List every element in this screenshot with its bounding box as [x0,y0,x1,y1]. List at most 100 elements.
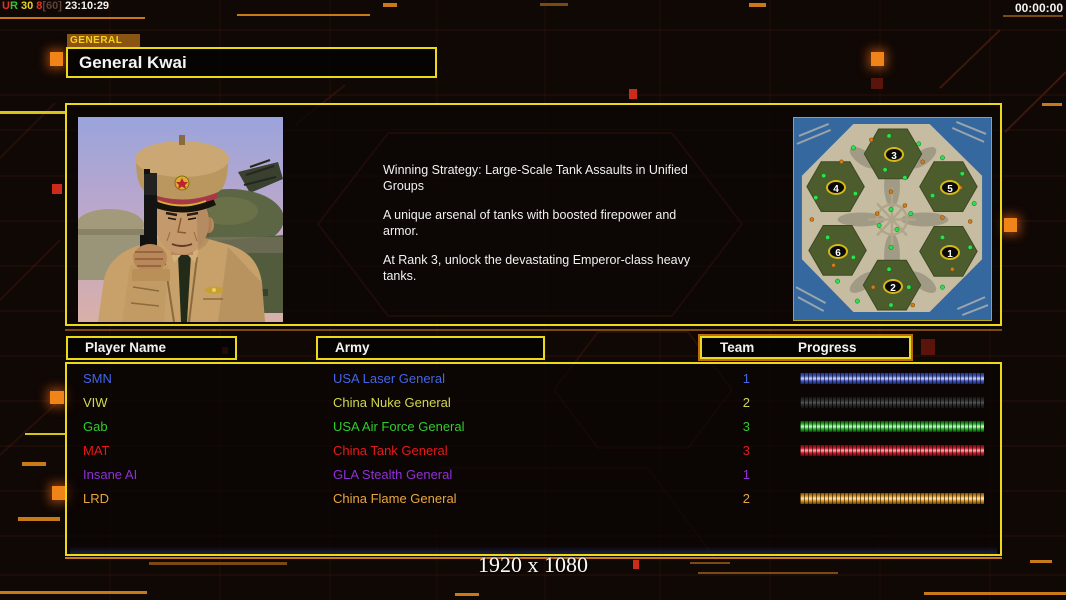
deco-lnd [149,562,287,565]
player-progress-bar [800,421,984,432]
player-row: Insane AI GLA Stealth General 1 [67,463,1000,487]
deco-sq [1004,218,1017,232]
deco-ln [924,592,1066,595]
progress-header-label: Progress [798,340,857,355]
player-army: USA Air Force General [333,419,465,434]
player-progress-bar [800,493,984,504]
general-info-panel: Winning Strategy: Large-Scale Tank Assau… [65,103,1002,326]
progress-bar-fill [800,373,984,384]
fps-part: 8 [36,0,43,12]
map-start-marker: 3 [884,146,904,162]
fps-part: 23:10:29 [65,0,110,12]
general-tab-label: GENERAL [67,34,140,47]
resolution-overlay: 1920 x 1080 [478,552,588,577]
deco-rsq [633,560,639,569]
deco-ln [237,14,370,16]
player-army: China Nuke General [333,395,451,410]
map-start-marker: 4 [826,179,846,195]
deco-sq [50,52,63,66]
general-portrait-image [76,117,284,323]
deco-ln [1030,560,1052,563]
player-progress-bar [800,445,984,456]
player-row: SMN USA Laser General 1 [67,367,1000,391]
player-name: SMN [83,371,112,386]
description-paragraph: Winning Strategy: Large-Scale Tank Assau… [383,163,688,193]
map-start-marker: 2 [883,278,903,294]
team-header-label: Team [720,340,755,355]
player-progress-bar [800,469,984,480]
fps-part: 30 [17,0,37,12]
deco-ln [383,3,397,7]
deco-yln [0,111,65,114]
deco-rsqd [871,78,883,89]
player-rows: SMN USA Laser General 1 VIW China Nuke G… [67,367,1000,511]
player-army: USA Laser General [333,371,446,386]
match-timer: 00:00:00 [1014,1,1063,15]
player-team: 3 [742,443,750,458]
deco-rsq [52,184,62,194]
column-header-team-progress: Team Progress [698,334,913,361]
player-army: China Tank General [333,443,448,458]
fps-part: U [2,0,10,12]
player-army: GLA Stealth General [333,467,453,482]
column-header-player-name: Player Name [66,336,237,360]
column-header-army: Army [316,336,545,360]
general-name-box: General Kwai [66,47,437,78]
description-paragraph: At Rank 3, unlock the devastating Empero… [383,253,691,283]
deco-sq [52,486,66,500]
deco-ln [1042,103,1062,106]
player-progress-bar [800,373,984,384]
player-name-header-label: Player Name [85,340,167,355]
progress-bar-fill [800,397,984,408]
map-preview: 1 2 3 4 5 6 [793,117,992,321]
deco-ln [455,593,479,596]
general-description: Winning Strategy: Large-Scale Tank Assau… [383,162,708,297]
general-name: General Kwai [79,53,187,72]
player-row: MAT China Tank General 3 [67,439,1000,463]
player-row: LRD China Flame General 2 [67,487,1000,511]
deco-sq [871,52,884,66]
fps-part: R [9,0,18,12]
deco-ln [0,17,145,19]
army-header-label: Army [335,340,370,355]
deco-ln [18,517,60,521]
deco-lnd [65,329,1002,331]
player-name: VIW [83,395,108,410]
description-paragraph: A unique arsenal of tanks with boosted f… [383,208,677,238]
player-team: 1 [742,371,750,386]
player-name: Insane AI [83,467,138,482]
player-army: China Flame General [333,491,457,506]
deco-rsqd [921,339,935,355]
deco-rsq [629,89,637,99]
deco-lnd [1003,15,1063,17]
deco-lnd [690,562,730,564]
progress-bar-fill [800,445,984,456]
player-name: LRD [83,491,110,506]
map-start-marker: 1 [940,244,960,260]
player-progress-bar [800,397,984,408]
player-team: 1 [742,467,750,482]
player-row: Gab USA Air Force General 3 [67,415,1000,439]
player-team: 3 [742,419,750,434]
general-portrait [76,117,284,323]
deco-ln [749,3,766,7]
player-row: VIW China Nuke General 2 [67,391,1000,415]
player-list-panel: SMN USA Laser General 1 VIW China Nuke G… [65,362,1002,556]
map-start-marker: 5 [940,179,960,195]
deco-lnd [540,3,568,6]
deco-sq [50,391,64,404]
player-team: 2 [742,491,750,506]
player-name: Gab [83,419,108,434]
fps-overlay: UR 30 8[60] 23:10:29 [2,0,109,12]
progress-bar-fill [800,421,984,432]
map-start-marker: 6 [828,243,848,259]
deco-ln [0,591,147,594]
player-name: MAT [83,443,110,458]
fps-part: [60] [42,0,66,12]
progress-bar-fill [800,493,984,504]
deco-ln [22,462,46,466]
player-team: 2 [742,395,750,410]
deco-yln [25,433,67,435]
map-start-positions: 1 2 3 4 5 6 [794,118,991,320]
deco-lnd [698,572,838,574]
